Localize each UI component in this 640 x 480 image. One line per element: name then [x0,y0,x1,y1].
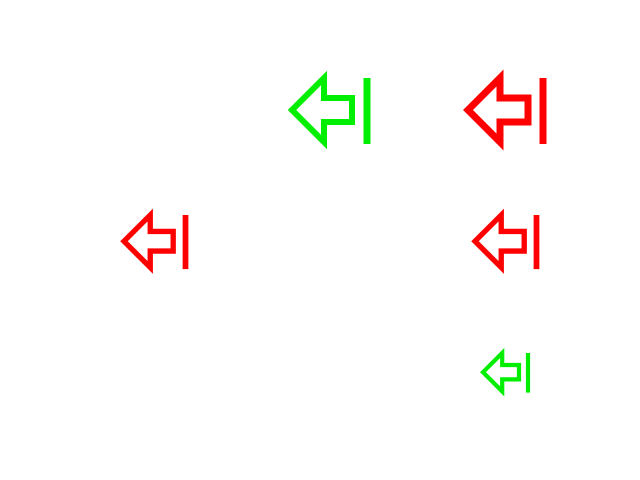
arrow-left-to-bar-icon [480,347,531,397]
arrow-left-to-bar-icon [471,208,540,274]
arrow-left-to-bar-icon [287,70,371,150]
arrow-left-to-bar-icon [463,69,547,151]
arrow-left-to-bar-icon [120,208,189,274]
